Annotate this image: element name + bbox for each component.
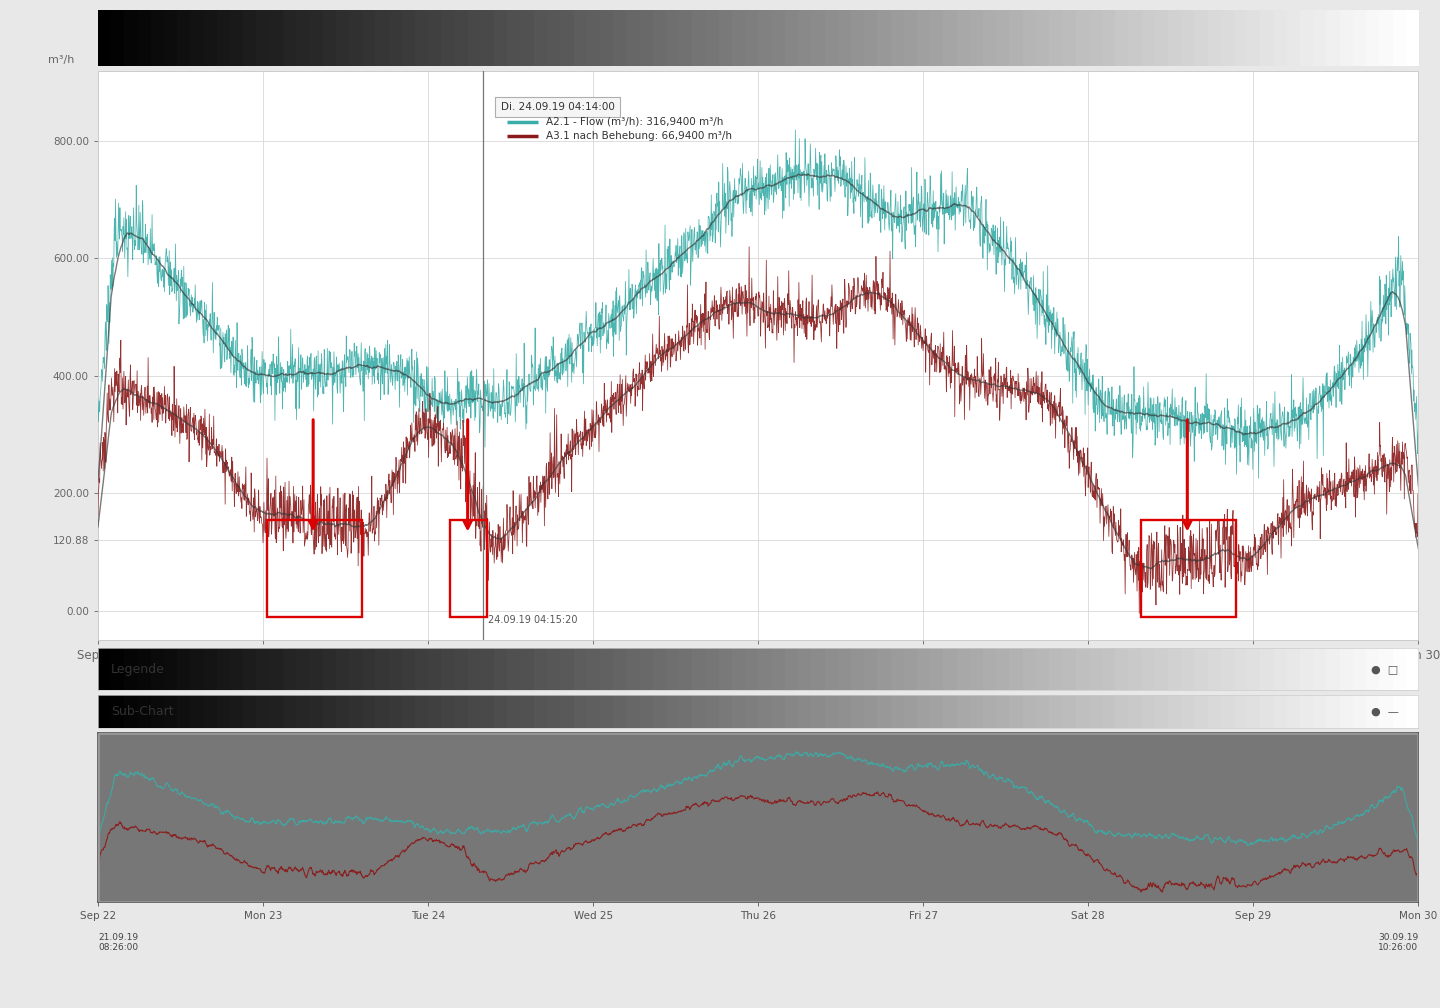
Bar <box>451 520 488 617</box>
Text: m³/h: m³/h <box>48 54 73 65</box>
Text: Sub-Chart: Sub-Chart <box>111 705 174 718</box>
Text: 30.09.19
10:26:00: 30.09.19 10:26:00 <box>1378 932 1418 952</box>
Text: A2.1 - Flow (m³/h): 316,9400 m³/h: A2.1 - Flow (m³/h): 316,9400 m³/h <box>546 117 723 127</box>
Text: 24.09.19 04:15:20: 24.09.19 04:15:20 <box>488 615 577 625</box>
Text: Di. 24.09.19 04:14:00: Di. 24.09.19 04:14:00 <box>501 102 615 112</box>
Text: ●  —: ● — <box>1371 707 1398 716</box>
Bar <box>266 520 361 617</box>
Text: A3.1 nach Behebung: 66,9400 m³/h: A3.1 nach Behebung: 66,9400 m³/h <box>546 131 732 141</box>
Text: Legende: Legende <box>111 663 166 675</box>
Bar <box>1140 520 1236 617</box>
Bar <box>98 733 1418 902</box>
Text: ●  □: ● □ <box>1371 664 1398 674</box>
Text: 21.09.19
08:26:00: 21.09.19 08:26:00 <box>98 932 138 952</box>
